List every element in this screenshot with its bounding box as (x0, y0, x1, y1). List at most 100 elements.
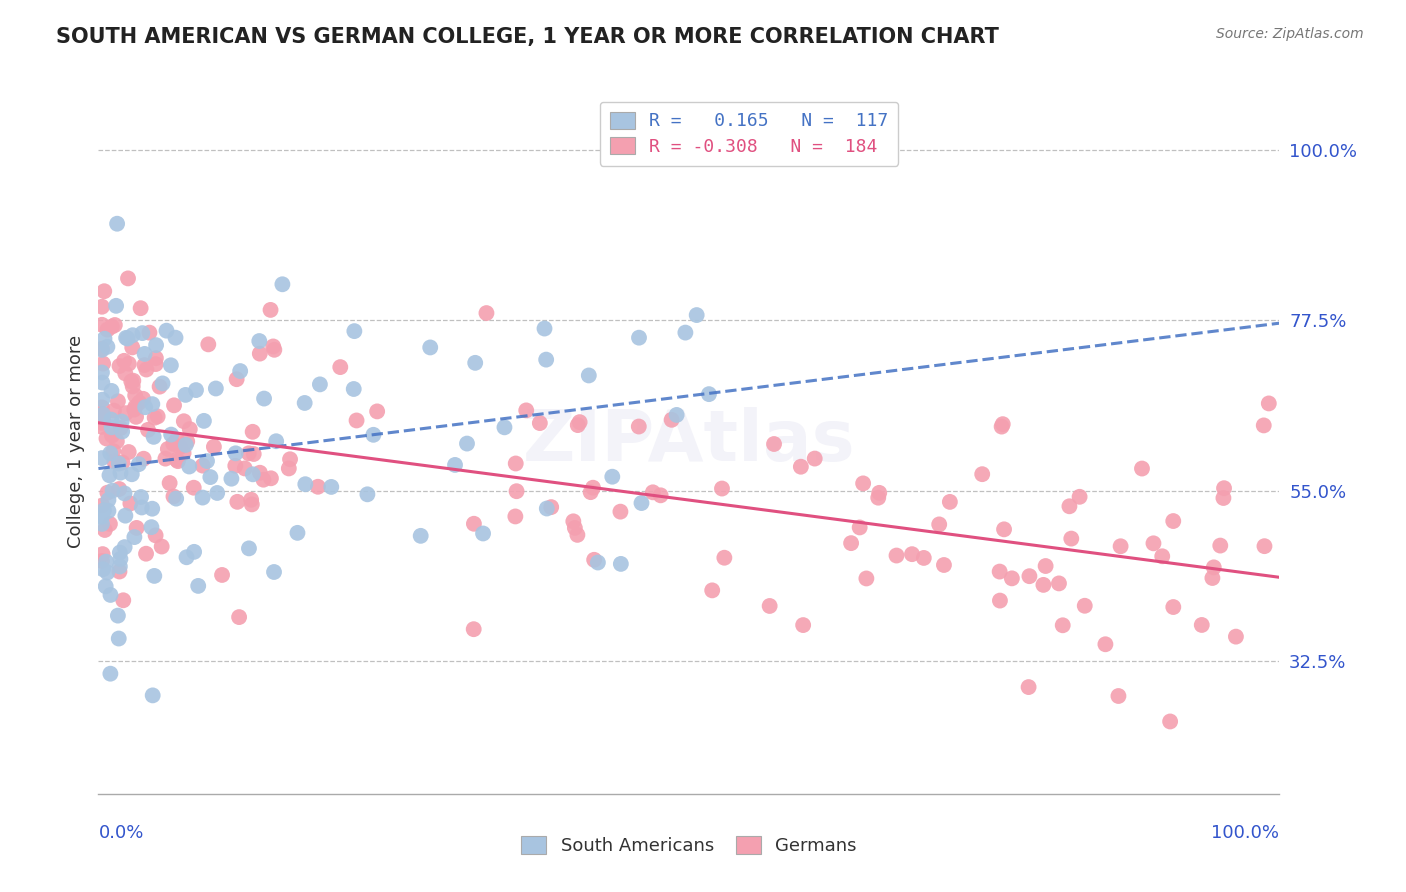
Point (247, 334, 270, 348)
Point (226, 495, 249, 509)
Point (702, 583, 724, 598)
Point (112, 593, 135, 607)
Point (91, 318, 114, 332)
Point (697, 387, 720, 401)
Point (101, 428, 124, 442)
Point (579, 485, 602, 500)
Point (91, 562, 114, 576)
Point (107, 394, 129, 409)
Point (91, 401, 114, 415)
Point (567, 418, 589, 433)
Point (179, 422, 201, 436)
Point (105, 434, 128, 449)
Point (564, 521, 586, 535)
Point (238, 446, 260, 460)
Point (135, 362, 157, 376)
Point (1074, 599, 1097, 613)
Point (91, 376, 114, 390)
Point (141, 501, 163, 516)
Point (1257, 396, 1279, 410)
Point (134, 347, 156, 361)
Point (211, 568, 233, 582)
Point (96, 323, 118, 337)
Point (419, 341, 441, 355)
Point (287, 525, 309, 540)
Point (294, 396, 316, 410)
Point (131, 326, 153, 340)
Point (475, 306, 498, 320)
Point (94, 523, 117, 537)
Point (1094, 637, 1116, 651)
Point (100, 588, 122, 602)
Point (121, 379, 143, 393)
Point (193, 414, 215, 428)
Point (91, 357, 114, 371)
Point (134, 358, 156, 372)
Point (1018, 680, 1040, 694)
Point (886, 549, 908, 563)
Point (94, 579, 117, 593)
Point (131, 500, 153, 515)
Point (91, 516, 114, 531)
Point (114, 406, 136, 420)
Point (169, 440, 191, 454)
Point (108, 482, 131, 496)
Point (262, 339, 284, 353)
Point (155, 451, 177, 466)
Point (972, 467, 994, 482)
Point (1001, 571, 1024, 585)
Point (98, 516, 121, 531)
Point (278, 452, 301, 467)
Point (366, 404, 388, 418)
Point (515, 403, 537, 417)
Point (191, 491, 214, 505)
Point (263, 343, 285, 357)
Text: Source: ZipAtlas.com: Source: ZipAtlas.com (1216, 27, 1364, 41)
Point (225, 372, 247, 386)
Point (988, 593, 1011, 607)
Point (790, 459, 813, 474)
Point (627, 419, 650, 434)
Point (673, 326, 696, 340)
Point (928, 517, 950, 532)
Point (1060, 532, 1083, 546)
Point (758, 599, 780, 613)
Point (641, 485, 664, 500)
Point (100, 412, 122, 426)
Point (125, 521, 148, 535)
Point (277, 461, 299, 475)
Y-axis label: College, 1 year or more: College, 1 year or more (66, 335, 84, 548)
Point (124, 400, 146, 414)
Point (91, 509, 114, 524)
Point (107, 632, 129, 646)
Point (321, 480, 343, 494)
Point (93, 332, 115, 346)
Point (605, 150, 627, 164)
Point (134, 401, 156, 415)
Point (494, 420, 516, 434)
Point (145, 338, 167, 352)
Point (1212, 491, 1234, 505)
Point (242, 425, 264, 439)
Point (91, 300, 114, 314)
Point (852, 476, 875, 491)
Point (1225, 630, 1247, 644)
Point (582, 481, 605, 495)
Point (96, 566, 118, 580)
Point (174, 388, 197, 402)
Point (343, 382, 366, 396)
Text: 0.0%: 0.0% (98, 824, 143, 842)
Point (505, 484, 527, 499)
Point (162, 490, 184, 504)
Point (97, 492, 120, 507)
Point (264, 434, 287, 449)
Point (309, 377, 332, 392)
Point (993, 522, 1015, 536)
Point (271, 277, 294, 292)
Point (117, 271, 139, 285)
Point (91, 366, 114, 380)
Point (912, 550, 935, 565)
Point (294, 477, 316, 491)
Legend: South Americans, Germans: South Americans, Germans (513, 830, 865, 863)
Point (183, 481, 205, 495)
